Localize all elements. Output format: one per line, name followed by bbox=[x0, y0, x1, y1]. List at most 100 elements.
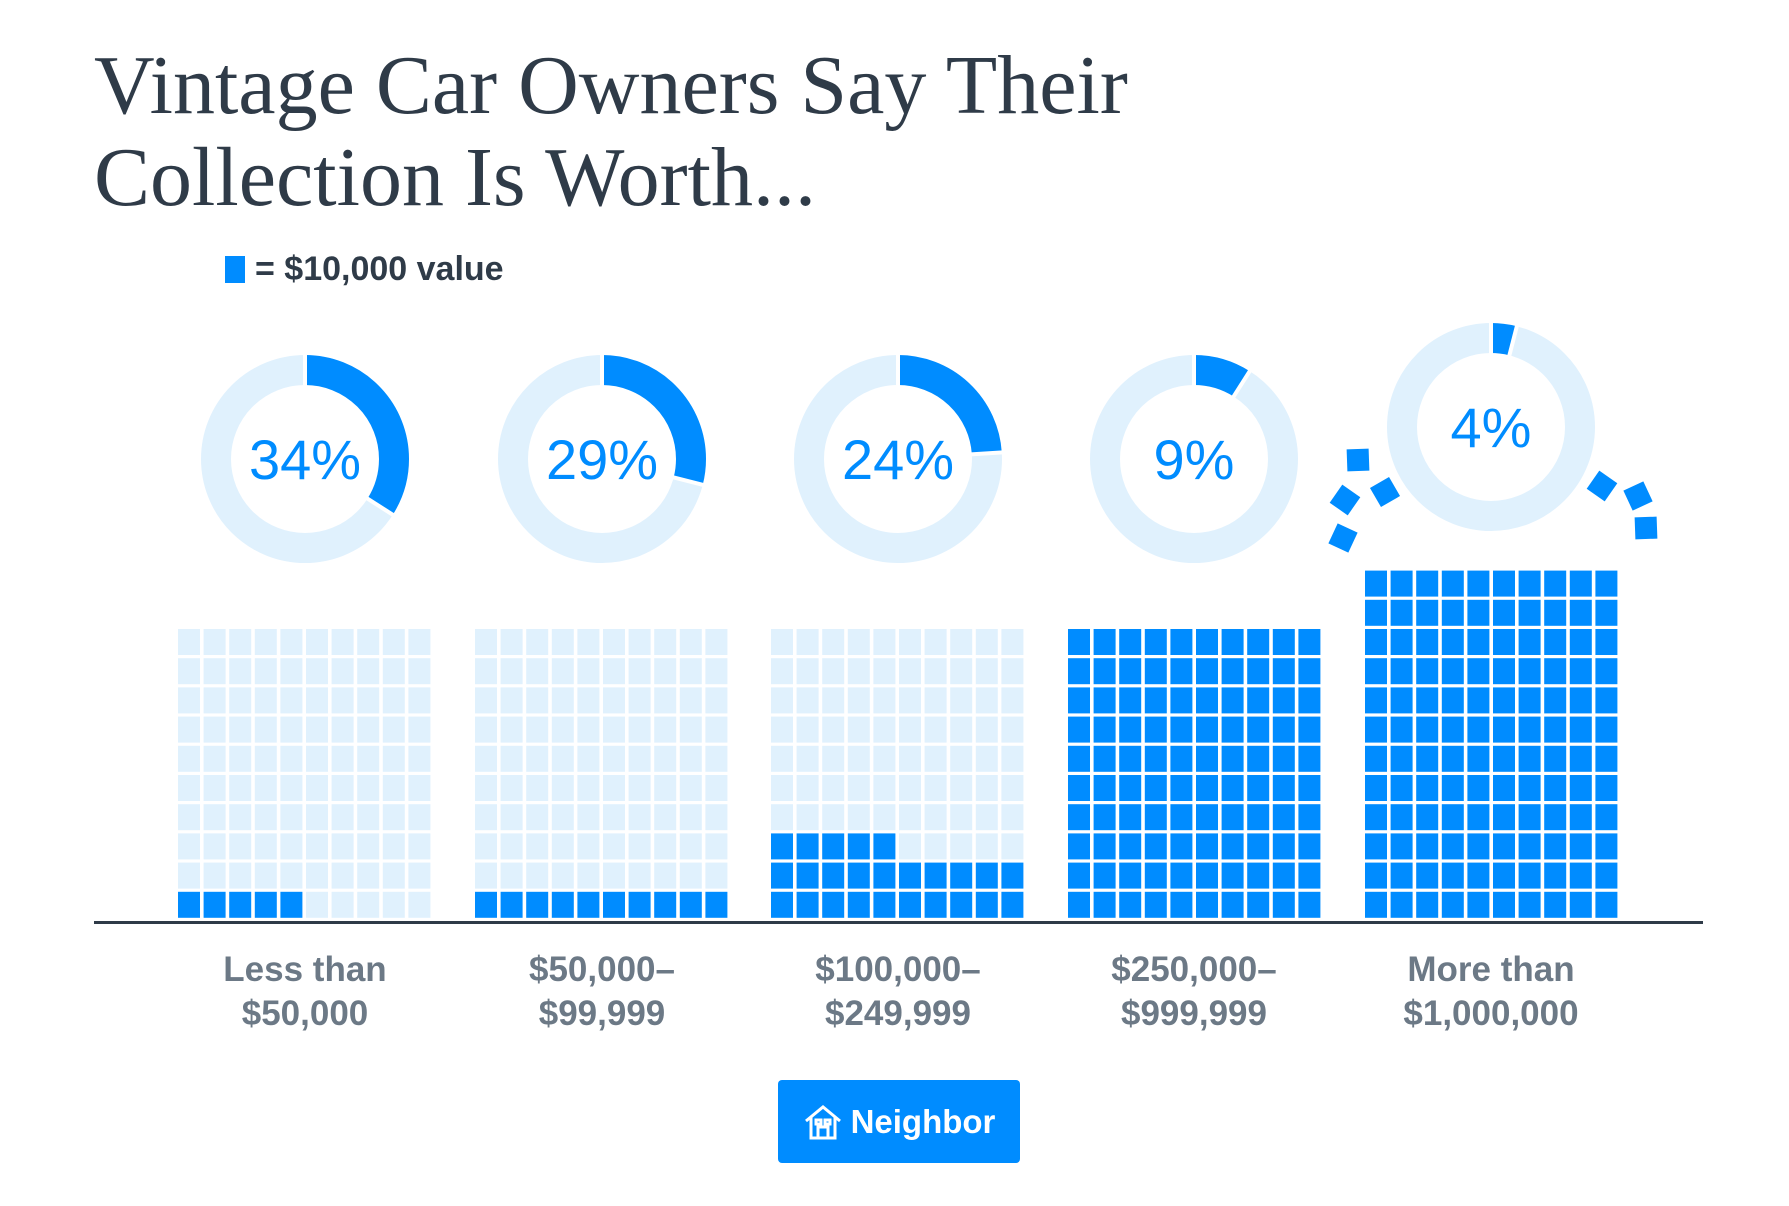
waffle-square-filled bbox=[1068, 658, 1090, 685]
waffle-square-empty bbox=[796, 804, 819, 831]
donut-1: 29% bbox=[498, 354, 706, 563]
waffle-square-filled bbox=[1569, 833, 1592, 860]
waffle-square-filled bbox=[1170, 658, 1193, 685]
waffle-square-empty bbox=[280, 687, 303, 714]
neighbor-logo[interactable]: Neighbor bbox=[778, 1080, 1020, 1163]
waffle-square-filled bbox=[1298, 687, 1321, 714]
waffle-square-empty bbox=[178, 716, 200, 743]
waffle-square-filled bbox=[1467, 570, 1490, 597]
waffle-square-filled bbox=[1595, 687, 1618, 714]
waffle-square-empty bbox=[603, 629, 625, 655]
waffle-square-empty bbox=[254, 862, 277, 889]
waffle-square-filled bbox=[899, 862, 921, 889]
waffle-square-empty bbox=[975, 804, 998, 831]
waffle-square-filled bbox=[1544, 716, 1567, 743]
waffle-square-empty bbox=[577, 833, 600, 860]
waffle-square-empty bbox=[771, 775, 793, 801]
waffle-square-empty bbox=[475, 775, 497, 801]
waffle-square-filled bbox=[1365, 716, 1387, 743]
waffle-square-filled bbox=[1144, 804, 1167, 831]
waffle-square-empty bbox=[203, 862, 226, 889]
waffle-square-empty bbox=[526, 775, 549, 801]
waffle-square-filled bbox=[1272, 862, 1295, 889]
waffle-square-filled bbox=[1416, 716, 1439, 743]
waffle-square-filled bbox=[1170, 687, 1193, 714]
waffle-square-empty bbox=[357, 804, 380, 831]
waffle-square-empty bbox=[254, 775, 277, 801]
waffle-square-filled bbox=[1518, 570, 1541, 597]
waffle-square-empty bbox=[679, 775, 702, 801]
waffle-square-empty bbox=[500, 658, 523, 685]
waffle-square-filled bbox=[1247, 775, 1270, 801]
waffle-square-filled bbox=[1493, 745, 1515, 772]
waffle-square-empty bbox=[203, 775, 226, 801]
waffle-square-empty bbox=[796, 716, 819, 743]
waffle-square-empty bbox=[796, 629, 819, 655]
waffle-square-empty bbox=[654, 775, 677, 801]
waffle-square-filled bbox=[1119, 658, 1142, 685]
waffle-square-filled bbox=[1247, 629, 1270, 655]
waffle-square-empty bbox=[654, 804, 677, 831]
waffle-square-empty bbox=[975, 745, 998, 772]
waffle-square-empty bbox=[705, 775, 728, 801]
waffle-square-empty bbox=[975, 629, 998, 655]
waffle-square-filled bbox=[1390, 658, 1413, 685]
waffle-square-empty bbox=[203, 804, 226, 831]
waffle-square-empty bbox=[771, 658, 793, 685]
waffle-square-filled bbox=[1093, 687, 1116, 714]
waffle-square-empty bbox=[382, 862, 405, 889]
waffle-square-filled bbox=[1068, 745, 1090, 772]
waffle-square-empty bbox=[408, 687, 431, 714]
waffle-square-empty bbox=[357, 891, 380, 918]
waffle-square-filled bbox=[1518, 716, 1541, 743]
waffle-square-empty bbox=[254, 833, 277, 860]
waffle-square-filled bbox=[603, 891, 625, 918]
waffle-square-filled bbox=[1569, 570, 1592, 597]
waffle-square-filled bbox=[1221, 833, 1244, 860]
waffle-square-empty bbox=[924, 687, 947, 714]
waffle-square-filled bbox=[1170, 833, 1193, 860]
waffle-square-empty bbox=[603, 862, 625, 889]
waffle-square-empty bbox=[654, 833, 677, 860]
waffle-square-filled bbox=[1544, 599, 1567, 626]
category-label-1: $50,000– $99,999 bbox=[529, 950, 675, 1033]
waffle-square-empty bbox=[873, 745, 896, 772]
waffle-square-filled bbox=[1544, 775, 1567, 801]
waffle-square-filled bbox=[1416, 629, 1439, 655]
waffle-square-filled bbox=[1595, 658, 1618, 685]
waffle-square-empty bbox=[203, 833, 226, 860]
waffle-square-filled bbox=[1298, 745, 1321, 772]
waffle-square-filled bbox=[1170, 716, 1193, 743]
waffle-square-filled bbox=[1416, 599, 1439, 626]
waffle-square-empty bbox=[899, 716, 921, 743]
donut-gap bbox=[1507, 324, 1520, 357]
waffle-square-empty bbox=[408, 716, 431, 743]
waffle-square-filled bbox=[1196, 716, 1218, 743]
waffle-square-filled bbox=[1170, 745, 1193, 772]
waffle-square-empty bbox=[899, 804, 921, 831]
waffle-square-empty bbox=[331, 745, 354, 772]
waffle-square-empty bbox=[500, 833, 523, 860]
waffle-square-empty bbox=[526, 658, 549, 685]
waffle-square-empty bbox=[924, 658, 947, 685]
waffle-square-empty bbox=[924, 775, 947, 801]
waffle-square-filled bbox=[1272, 629, 1295, 655]
waffle-square-filled bbox=[1441, 599, 1464, 626]
waffle-square-filled bbox=[1493, 658, 1515, 685]
waffle-square-empty bbox=[705, 804, 728, 831]
waffle-square-filled bbox=[1569, 716, 1592, 743]
waffle-square-empty bbox=[899, 687, 921, 714]
waffle-square-empty bbox=[924, 716, 947, 743]
waffle-square-filled bbox=[1272, 716, 1295, 743]
waffle-square-filled bbox=[1544, 833, 1567, 860]
waffle-square-filled bbox=[1390, 687, 1413, 714]
waffle-square-filled bbox=[873, 833, 896, 860]
waffle-square-empty bbox=[847, 804, 870, 831]
waffle-square-empty bbox=[357, 862, 380, 889]
waffle-square-empty bbox=[178, 629, 200, 655]
waffle-square-empty bbox=[306, 833, 328, 860]
waffle-grid-4 bbox=[1365, 570, 1618, 918]
confetti-square bbox=[1329, 484, 1361, 516]
waffle-square-empty bbox=[229, 804, 252, 831]
waffle-square-empty bbox=[705, 862, 728, 889]
